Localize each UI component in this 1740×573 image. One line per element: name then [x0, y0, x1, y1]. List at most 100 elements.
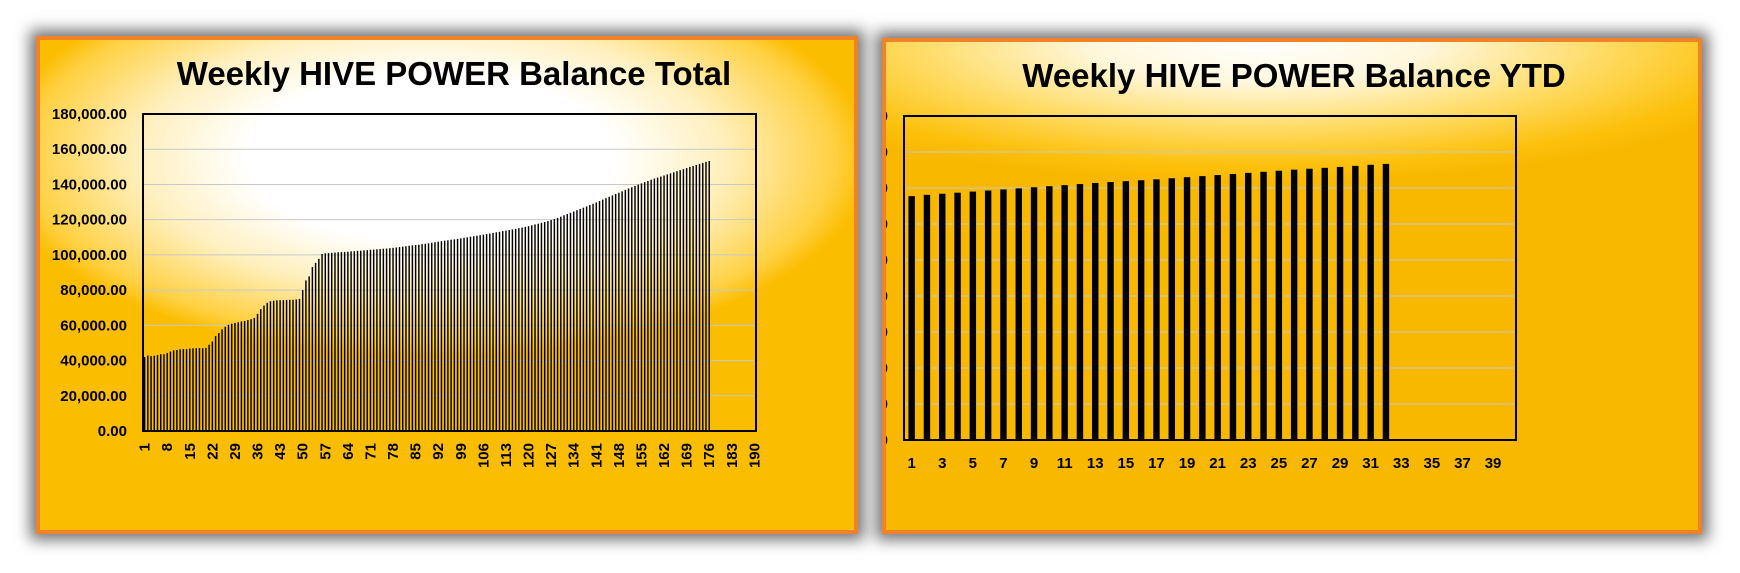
x-tick-label: 37	[1454, 455, 1471, 472]
chart-panel-total: Weekly HIVE POWER Balance Total 0.00 20,0…	[36, 36, 858, 534]
bar	[621, 191, 623, 431]
bar	[1367, 164, 1374, 440]
bar	[592, 203, 594, 431]
x-tick-label: 190	[746, 443, 763, 468]
bar	[176, 349, 178, 431]
bar	[366, 250, 368, 431]
bar	[260, 309, 262, 431]
y-tick-label: 80,000.00	[60, 282, 127, 299]
x-tick-label: 15	[182, 443, 199, 460]
bar	[201, 348, 204, 431]
bar	[502, 231, 504, 431]
bar	[437, 241, 439, 431]
bar	[984, 190, 992, 440]
bar	[656, 177, 659, 431]
bar	[192, 348, 194, 431]
bar	[556, 217, 559, 431]
x-tick-label: 134	[566, 442, 583, 468]
y-tick-label: 120,000.00	[52, 212, 127, 229]
x-tick-label: 8	[159, 443, 176, 451]
bar	[240, 321, 243, 431]
bar	[1214, 175, 1221, 441]
bar	[447, 240, 449, 431]
bar	[431, 242, 433, 431]
bar	[1199, 176, 1206, 440]
x-tick-label: 15	[1118, 455, 1135, 472]
y-tick-label: 140,000.00	[886, 180, 888, 197]
bar	[466, 237, 468, 431]
bar	[1153, 179, 1160, 441]
bar	[666, 174, 669, 431]
bar	[640, 183, 643, 431]
bar	[537, 223, 539, 431]
chart-title: Weekly HIVE POWER Balance Total	[177, 55, 731, 92]
bar	[923, 194, 931, 440]
bar	[153, 355, 156, 431]
x-tick-label: 35	[1424, 455, 1441, 472]
y-tick-label: 80,000.00	[886, 288, 888, 305]
bar	[353, 251, 356, 431]
bar	[476, 235, 478, 431]
bar	[1306, 168, 1313, 440]
bar	[643, 182, 646, 431]
x-tick-label: 85	[408, 443, 425, 460]
x-tick-label: 25	[1271, 455, 1288, 472]
bar	[1046, 186, 1053, 440]
bar	[456, 238, 459, 431]
bar	[347, 251, 349, 431]
plot-border	[142, 113, 757, 432]
bar	[282, 300, 285, 431]
y-tick-label: 160,000.00	[886, 144, 888, 161]
bar	[608, 196, 610, 431]
bar	[276, 300, 278, 431]
bar	[634, 185, 636, 431]
y-tick-label: 100,000.00	[886, 252, 888, 269]
bar	[540, 222, 543, 431]
bar	[182, 349, 185, 431]
bar	[147, 355, 149, 431]
bar	[511, 229, 514, 431]
bar	[237, 322, 239, 431]
y-tick-label: 40,000.00	[886, 360, 888, 377]
bar	[560, 216, 562, 431]
x-tick-label: 106	[475, 443, 492, 468]
chart-title: Weekly HIVE POWER Balance YTD	[1022, 57, 1565, 94]
bar	[585, 206, 588, 431]
bar	[702, 162, 704, 431]
bar	[482, 234, 485, 431]
bar	[676, 171, 678, 431]
bar	[272, 300, 275, 431]
x-tick-label: 36	[250, 443, 267, 460]
bar	[427, 243, 430, 431]
bar	[163, 354, 165, 431]
bar	[1229, 173, 1237, 440]
bar	[1336, 166, 1344, 440]
bar	[605, 198, 607, 431]
y-tick-label: 140,000.00	[52, 176, 127, 193]
x-tick-label: 1	[907, 455, 915, 472]
bar	[214, 336, 217, 431]
bar	[256, 313, 259, 431]
x-tick-label: 155	[633, 443, 650, 468]
bar	[311, 267, 314, 431]
x-tick-label: 11	[1057, 455, 1073, 472]
bar	[295, 299, 297, 431]
bar	[279, 300, 281, 431]
bar	[379, 249, 381, 431]
x-tick-label: 43	[272, 443, 289, 460]
bar	[418, 244, 420, 431]
bar	[443, 240, 446, 431]
bar	[189, 348, 191, 431]
bar	[289, 299, 291, 431]
bar	[230, 323, 233, 431]
bar	[450, 239, 452, 431]
bar	[356, 250, 359, 431]
bar	[1290, 169, 1298, 440]
bar	[434, 242, 436, 431]
bar	[1168, 178, 1175, 440]
x-tick-label: 29	[1332, 455, 1349, 472]
bar	[631, 187, 633, 431]
bar	[150, 355, 152, 431]
bar	[637, 184, 639, 431]
bar	[1107, 182, 1114, 440]
